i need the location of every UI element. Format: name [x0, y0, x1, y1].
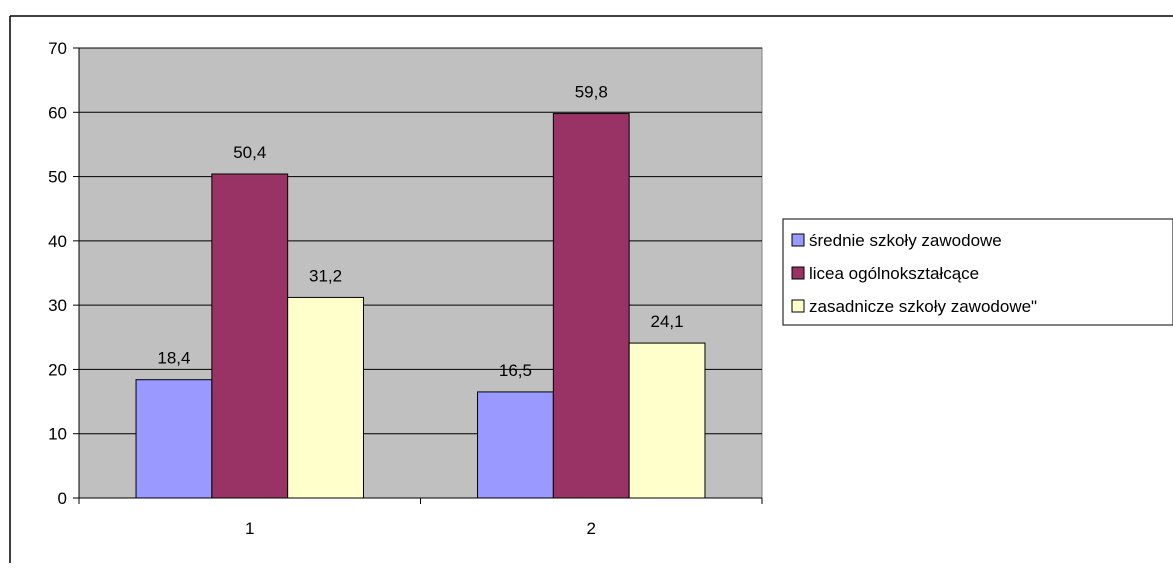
legend-label: zasadnicze szkoły zawodowe": [809, 297, 1037, 316]
legend-item: średnie szkoły zawodowe: [791, 231, 1002, 250]
bar: [552, 113, 630, 499]
bar: [211, 173, 289, 499]
y-axis-ticks: 0 10 20 30 40 50 60 70: [48, 39, 79, 508]
legend-items: średnie szkoły zawodowe licea ogólnokszta…: [791, 231, 1037, 316]
y-tick-label: 50: [48, 168, 67, 187]
x-tick-label: 1: [245, 519, 254, 538]
y-tick-label: 0: [58, 489, 67, 508]
bar: [477, 391, 554, 499]
data-label: 16,5: [499, 361, 532, 380]
gridlines: [79, 47, 762, 435]
legend-item: zasadnicze szkoły zawodowe": [791, 297, 1037, 316]
legend-swatch: [791, 266, 805, 280]
data-label: 50,4: [233, 143, 266, 162]
bar: [135, 379, 213, 499]
y-tick-label: 20: [48, 360, 67, 379]
data-labels: 18,4 50,4 31,2 16,5 59,8 24,1: [157, 83, 683, 380]
x-tick-label: 2: [587, 519, 596, 538]
legend-swatch: [791, 233, 805, 247]
data-label: 18,4: [157, 349, 190, 368]
y-tick-label: 10: [48, 425, 67, 444]
legend-swatch: [791, 299, 805, 313]
legend-box: [782, 218, 1173, 326]
legend-label: licea ogólnokształcące: [809, 264, 979, 283]
data-label: 31,2: [309, 266, 342, 285]
bars: [135, 113, 706, 499]
legend-item: licea ogólnokształcące: [791, 264, 979, 283]
legend-label: średnie szkoły zawodowe: [809, 231, 1002, 250]
bar: [628, 342, 706, 499]
y-tick-label: 60: [48, 103, 67, 122]
data-label: 24,1: [651, 312, 684, 331]
legend: średnie szkoły zawodowe licea ogólnokszta…: [782, 218, 1173, 326]
y-tick-label: 30: [48, 296, 67, 315]
y-tick-label: 70: [48, 39, 67, 58]
bar: [287, 296, 364, 499]
data-label: 59,8: [575, 83, 608, 102]
y-tick-label: 40: [48, 232, 67, 251]
